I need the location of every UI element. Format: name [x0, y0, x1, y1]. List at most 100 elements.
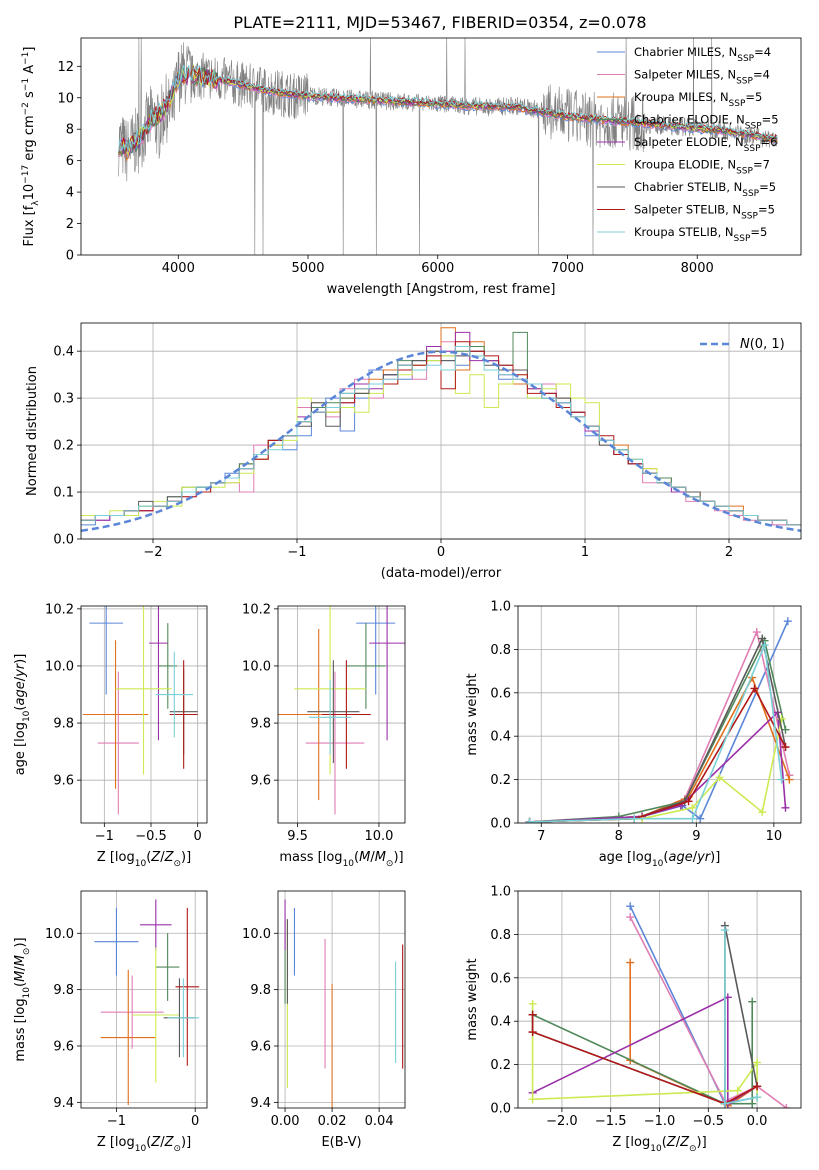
mass-weight-marker: [626, 958, 635, 967]
x-axis-label: Z [log10(Z/Z⊙)]: [612, 1135, 706, 1154]
y-axis-label: mass weight: [465, 958, 480, 1040]
label-part: N: [740, 337, 750, 352]
x-tick-label: −1: [95, 829, 114, 844]
label-part: Chabrier MILES, N: [634, 45, 737, 59]
mass-weight-marker: [758, 634, 767, 643]
mass-weight-series: [529, 636, 787, 823]
legend-entry: Salpeter ELODIE, NSSP=6: [634, 135, 777, 154]
label-part: )]: [697, 1135, 707, 1150]
axes-frame: [517, 890, 802, 1109]
y-tick-label: 10.2: [242, 602, 271, 617]
mass-weight-series: [629, 962, 758, 1107]
spectrum-plot-area: [118, 38, 778, 255]
x-tick-label: −1.0: [644, 1114, 676, 1129]
label-part: =7: [753, 158, 770, 172]
y-tick-label: 9.6: [53, 774, 74, 789]
legend-entry: Kroupa STELIB, NSSP=5: [634, 225, 767, 244]
label-part: /: [676, 1135, 681, 1150]
y-tick-label: 0.0: [490, 817, 511, 832]
mass-weight-marker: [753, 1082, 762, 1091]
residuals-plot-area: [81, 327, 801, 539]
label-part: SSP: [729, 99, 746, 109]
legend-entry: Chabrier STELIB, NSSP=5: [634, 180, 776, 199]
mass-weight-series: [629, 916, 787, 1108]
label-part: )]: [393, 850, 403, 865]
label-part: Salpeter MILES, N: [634, 68, 736, 82]
label-part: SSP: [737, 54, 754, 64]
label-part: =5: [758, 203, 775, 217]
x-tick-label: 7: [537, 829, 545, 844]
label-part: (: [354, 850, 359, 865]
label-part: SSP: [744, 144, 761, 154]
x-tick-label: 5000: [291, 261, 324, 276]
y-tick-label: 9.6: [250, 774, 271, 789]
label-part: (: [13, 706, 28, 711]
x-axis-label: wavelength [Angstrom, rest frame]: [327, 282, 556, 297]
mass-weight-marker: [752, 628, 761, 637]
mass-weight-marker: [782, 1104, 791, 1108]
label-part: )]: [181, 850, 191, 865]
mass-weight-series: [529, 686, 787, 823]
mass-weight-marker: [630, 814, 639, 823]
label-part: =5: [762, 113, 779, 127]
y-tick-label: 4: [66, 186, 74, 201]
y-tick-label: 10.0: [242, 927, 271, 942]
y-tick-label: 6: [66, 154, 74, 169]
axes-frame: [277, 605, 406, 824]
mass-weight-marker: [528, 1028, 537, 1037]
x-tick-label: 10.0: [364, 829, 393, 844]
label-part: (: [146, 1135, 151, 1150]
label-part: )]: [13, 937, 28, 947]
label-part: ⊙: [173, 1144, 181, 1154]
residuals-panel: −2 −1 0 1 2 0.0 0.1 0.2 0.3 0.4 (data-model)/error…: [25, 322, 802, 581]
label-part: )]: [13, 654, 28, 664]
label-part: /: [370, 850, 375, 865]
label-part: Z [log: [97, 1135, 135, 1150]
label-part: Z: [150, 850, 161, 865]
label-part: Kroupa STELIB, N: [634, 225, 734, 239]
label-part: age: [13, 681, 28, 705]
y-tick-label: 0.2: [53, 439, 74, 454]
label-part: )]: [181, 1135, 191, 1150]
mass-weight-marker: [783, 617, 792, 626]
x-tick-label: 0: [437, 545, 445, 560]
y-tick-label: 9.6: [53, 1040, 74, 1055]
y-tick-label: 9.8: [53, 717, 74, 732]
x-tick-label: 7000: [551, 261, 584, 276]
age-vs-Z-panel: −1 −0.5 09.69.810.010.2Z [log10(Z/Z⊙)]age …: [13, 602, 208, 869]
label-part: 10: [652, 859, 664, 869]
legend-entry: Salpeter MILES, NSSP=4: [634, 68, 770, 87]
mass-weight-series: [531, 1014, 758, 1105]
mass-vs-Z-plot-area: [94, 899, 200, 1106]
y-tick-label: 0.3: [53, 392, 74, 407]
mass-vs-Z-panel: −1 09.49.69.810.0Z [log10(Z/Z⊙)]mass [log…: [13, 890, 208, 1154]
y-tick-label: 2: [66, 217, 74, 232]
model-fit-line: [118, 64, 778, 152]
x-tick-label: 0.02: [318, 1114, 347, 1129]
label-part: mass [log: [13, 998, 28, 1061]
mass-weight-marker: [733, 1086, 742, 1095]
mass-weight-marker: [753, 1058, 762, 1067]
legend-entry: Salpeter STELIB, NSSP=5: [634, 203, 775, 222]
label-part: age [log: [13, 722, 28, 775]
label-part: 10: [135, 1144, 147, 1154]
mass-weight-marker: [781, 803, 790, 812]
label-part: =5: [750, 225, 767, 239]
age-vs-Z-plot-area: [82, 606, 198, 815]
label-part: (0, 1): [750, 337, 785, 352]
y-tick-label: 0.0: [53, 533, 74, 548]
axes-frame: [517, 605, 802, 824]
mass-weight-marker: [715, 773, 724, 782]
label-part: age: [668, 850, 692, 865]
x-tick-label: 0.0: [747, 1114, 768, 1129]
x-tick-label: 2: [725, 545, 733, 560]
label-part: /: [13, 676, 28, 681]
mass-weight-marker: [760, 641, 769, 650]
label-part: SSP: [736, 77, 753, 87]
label-part: Salpeter STELIB, N: [634, 203, 741, 217]
mass-weight-marker: [781, 743, 790, 752]
y-tick-label: 1.0: [490, 600, 511, 615]
mass-weight-marker: [748, 1099, 757, 1108]
x-axis-label: Z [log10(Z/Z⊙)]: [97, 1135, 191, 1154]
